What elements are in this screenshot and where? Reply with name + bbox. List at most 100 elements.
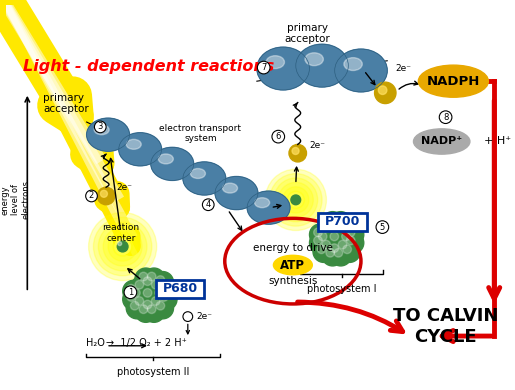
- Ellipse shape: [131, 292, 152, 314]
- Circle shape: [439, 111, 452, 124]
- Ellipse shape: [257, 47, 310, 90]
- Text: primary
acceptor: primary acceptor: [43, 93, 89, 114]
- Ellipse shape: [126, 139, 141, 149]
- Text: NADPH: NADPH: [427, 75, 480, 88]
- Ellipse shape: [287, 191, 304, 209]
- Text: 2e⁻: 2e⁻: [310, 141, 325, 150]
- Ellipse shape: [160, 284, 168, 293]
- Ellipse shape: [334, 248, 342, 257]
- Ellipse shape: [147, 272, 156, 281]
- Ellipse shape: [126, 297, 148, 319]
- Ellipse shape: [296, 44, 348, 87]
- Ellipse shape: [326, 228, 348, 250]
- Text: primary
acceptor: primary acceptor: [285, 23, 330, 44]
- Ellipse shape: [265, 169, 327, 230]
- Ellipse shape: [344, 58, 362, 71]
- Ellipse shape: [93, 217, 152, 276]
- Ellipse shape: [289, 193, 303, 207]
- Ellipse shape: [346, 236, 355, 245]
- Ellipse shape: [289, 144, 306, 162]
- Ellipse shape: [283, 187, 309, 213]
- Ellipse shape: [117, 241, 128, 252]
- Text: TO CALVIN
CYCLE: TO CALVIN CYCLE: [393, 307, 499, 346]
- Ellipse shape: [337, 228, 359, 250]
- Ellipse shape: [139, 273, 161, 294]
- Circle shape: [258, 61, 270, 74]
- Circle shape: [124, 286, 137, 299]
- Text: synthesis: synthesis: [268, 276, 318, 285]
- Ellipse shape: [269, 174, 322, 226]
- Ellipse shape: [317, 245, 326, 254]
- Ellipse shape: [89, 213, 157, 280]
- Ellipse shape: [326, 216, 335, 224]
- Ellipse shape: [147, 276, 169, 298]
- Ellipse shape: [266, 56, 284, 69]
- Ellipse shape: [123, 289, 144, 310]
- Ellipse shape: [151, 297, 160, 305]
- Ellipse shape: [147, 292, 169, 314]
- Ellipse shape: [318, 220, 339, 241]
- Ellipse shape: [326, 216, 348, 238]
- Text: 2e⁻: 2e⁻: [197, 312, 213, 321]
- Ellipse shape: [143, 300, 152, 309]
- Text: 2: 2: [89, 191, 94, 200]
- Text: 2e⁻: 2e⁻: [395, 64, 411, 73]
- Ellipse shape: [338, 224, 347, 232]
- Ellipse shape: [326, 239, 348, 261]
- Ellipse shape: [131, 289, 140, 297]
- Ellipse shape: [342, 224, 364, 245]
- Ellipse shape: [343, 219, 351, 228]
- Ellipse shape: [118, 242, 122, 246]
- Ellipse shape: [222, 183, 237, 193]
- Ellipse shape: [314, 228, 322, 237]
- Text: 7: 7: [261, 63, 266, 72]
- Text: 4: 4: [205, 200, 211, 209]
- Ellipse shape: [160, 292, 168, 301]
- Ellipse shape: [152, 297, 174, 319]
- Text: electron transport
system: electron transport system: [160, 124, 242, 144]
- Ellipse shape: [335, 49, 387, 92]
- Text: H₂O: H₂O: [85, 338, 105, 348]
- Ellipse shape: [139, 272, 148, 281]
- Ellipse shape: [278, 183, 313, 217]
- Text: reaction
center: reaction center: [102, 223, 139, 243]
- Ellipse shape: [330, 244, 352, 266]
- Ellipse shape: [314, 236, 322, 245]
- Text: + H⁺: + H⁺: [485, 136, 511, 147]
- Ellipse shape: [322, 212, 344, 233]
- Ellipse shape: [103, 227, 142, 266]
- Ellipse shape: [273, 255, 312, 275]
- Ellipse shape: [156, 289, 177, 310]
- Ellipse shape: [139, 296, 161, 318]
- Ellipse shape: [305, 53, 323, 66]
- Ellipse shape: [338, 240, 347, 249]
- Ellipse shape: [143, 301, 165, 322]
- Text: ATP: ATP: [280, 259, 305, 271]
- Ellipse shape: [343, 245, 351, 254]
- Ellipse shape: [334, 216, 342, 224]
- Ellipse shape: [152, 271, 174, 293]
- Text: P700: P700: [325, 215, 360, 228]
- Text: 6: 6: [276, 132, 281, 141]
- Text: P680: P680: [162, 282, 198, 295]
- Circle shape: [85, 190, 97, 202]
- Circle shape: [183, 312, 193, 321]
- Ellipse shape: [98, 222, 147, 271]
- Ellipse shape: [341, 232, 350, 241]
- Ellipse shape: [127, 292, 135, 301]
- Ellipse shape: [379, 86, 387, 94]
- Ellipse shape: [330, 212, 352, 233]
- Ellipse shape: [215, 177, 258, 209]
- Ellipse shape: [156, 276, 165, 284]
- Ellipse shape: [100, 190, 108, 197]
- Ellipse shape: [318, 232, 327, 241]
- Ellipse shape: [127, 284, 149, 306]
- Text: Light - dependent reactions: Light - dependent reactions: [23, 59, 274, 74]
- Text: 3: 3: [97, 122, 103, 131]
- Text: NADP⁺: NADP⁺: [421, 136, 462, 147]
- Ellipse shape: [314, 228, 336, 250]
- Ellipse shape: [143, 268, 165, 290]
- Ellipse shape: [326, 248, 335, 257]
- Ellipse shape: [330, 220, 339, 229]
- Ellipse shape: [156, 280, 177, 302]
